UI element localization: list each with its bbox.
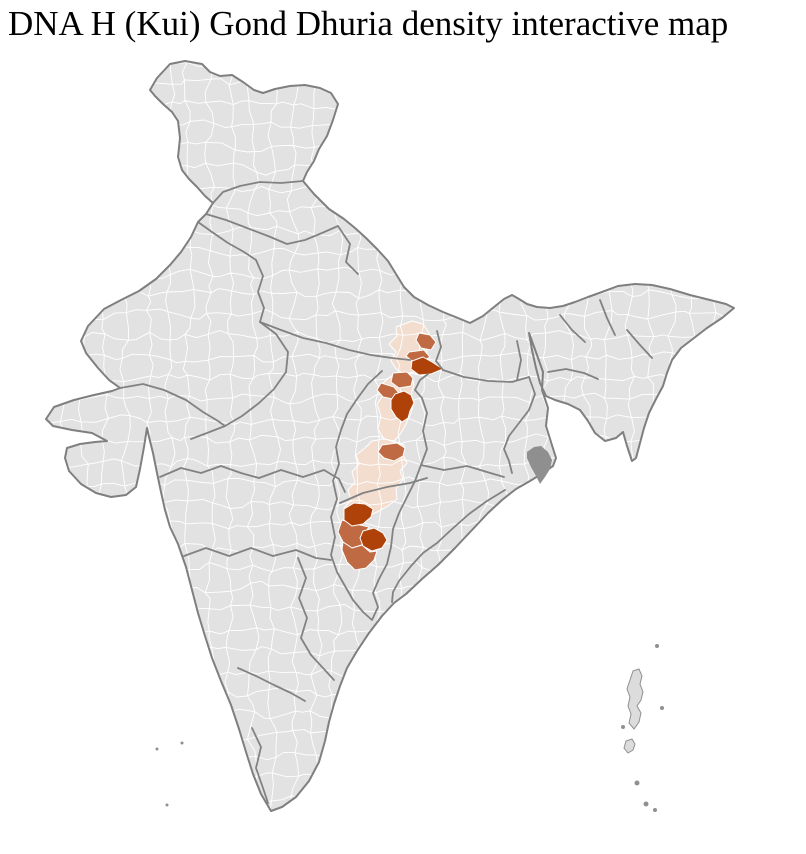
state-border bbox=[205, 213, 339, 245]
state-border bbox=[255, 259, 265, 323]
state-border bbox=[159, 465, 260, 479]
district-high-density[interactable] bbox=[390, 390, 415, 423]
state-border bbox=[212, 180, 304, 204]
island-dot bbox=[653, 808, 657, 812]
state-border bbox=[119, 383, 226, 427]
district-mid-density[interactable] bbox=[390, 371, 414, 389]
sundarbans-delta-patch bbox=[527, 446, 552, 484]
district-mid-density[interactable] bbox=[415, 332, 437, 351]
state-borders-layer bbox=[119, 180, 653, 804]
state-border bbox=[330, 370, 429, 621]
island bbox=[623, 738, 636, 754]
state-border bbox=[237, 667, 306, 702]
state-border bbox=[190, 321, 289, 440]
state-border bbox=[559, 314, 586, 343]
island-dot bbox=[660, 706, 664, 710]
state-border bbox=[391, 489, 506, 603]
state-border bbox=[516, 340, 522, 381]
island-dot bbox=[165, 803, 169, 807]
district-mid-density[interactable] bbox=[341, 541, 378, 571]
state-border bbox=[339, 477, 428, 504]
islands-layer bbox=[155, 644, 664, 812]
island-dot bbox=[621, 725, 625, 729]
island-dot bbox=[655, 644, 659, 648]
state-border bbox=[626, 329, 653, 359]
district-high-density[interactable] bbox=[359, 527, 388, 552]
island-dot bbox=[180, 741, 184, 745]
state-border bbox=[547, 368, 599, 380]
state-border bbox=[420, 464, 505, 478]
district-high-density[interactable] bbox=[410, 356, 444, 376]
island-dot bbox=[155, 747, 159, 751]
state-border bbox=[435, 330, 444, 371]
island bbox=[626, 668, 644, 730]
country-outline bbox=[45, 60, 735, 812]
island-dot bbox=[643, 801, 649, 807]
state-border bbox=[251, 727, 269, 804]
island-dot bbox=[634, 780, 640, 786]
state-border bbox=[183, 547, 332, 561]
state-border bbox=[599, 299, 616, 336]
state-border bbox=[297, 557, 335, 681]
country-outline-layer bbox=[45, 60, 735, 812]
page-title: DNA H (Kui) Gond Dhuria density interact… bbox=[8, 4, 729, 43]
district-high-density[interactable] bbox=[343, 502, 374, 527]
state-border bbox=[503, 376, 536, 474]
state-border bbox=[258, 469, 346, 493]
district-mid-density[interactable] bbox=[377, 442, 406, 462]
sundarbans-delta-layer bbox=[527, 446, 552, 484]
state-border bbox=[259, 321, 411, 361]
highlighted-districts-layer[interactable] bbox=[337, 332, 444, 571]
state-border bbox=[337, 225, 359, 275]
state-border bbox=[197, 221, 257, 261]
